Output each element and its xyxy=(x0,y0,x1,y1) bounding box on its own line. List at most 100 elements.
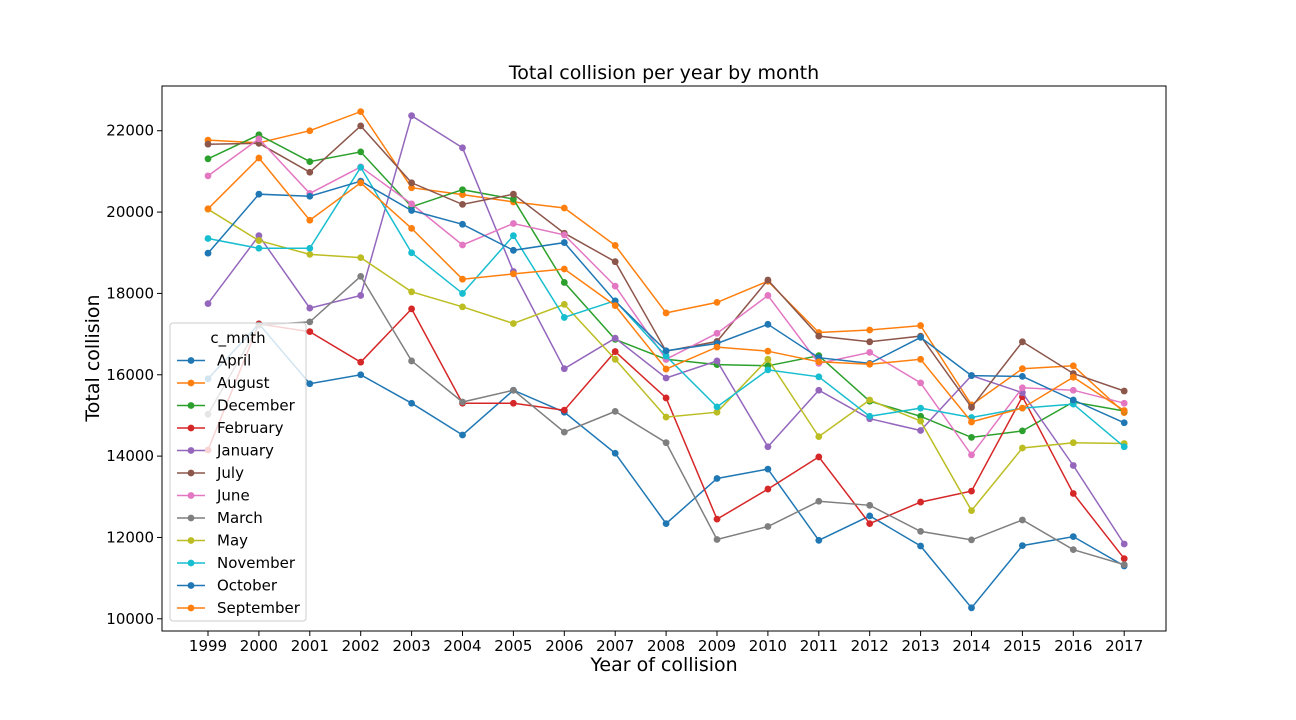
x-tick-label: 2014 xyxy=(952,637,990,655)
legend-entry: April xyxy=(177,352,251,370)
data-point xyxy=(357,122,365,130)
data-point xyxy=(1069,373,1077,381)
data-point xyxy=(713,329,721,337)
data-point xyxy=(917,404,924,412)
legend-swatch-marker xyxy=(187,424,195,432)
data-point xyxy=(764,320,772,328)
data-point xyxy=(866,338,874,346)
data-point xyxy=(815,433,823,440)
data-point xyxy=(611,282,619,290)
x-tick-label: 2013 xyxy=(902,637,940,655)
data-point xyxy=(1019,365,1026,373)
data-point xyxy=(662,413,670,421)
data-point xyxy=(357,292,365,299)
data-point xyxy=(866,326,874,334)
data-point xyxy=(204,172,212,180)
legend-swatch-marker xyxy=(187,492,195,499)
legend-label: November xyxy=(217,554,296,572)
data-point xyxy=(510,220,517,227)
data-point xyxy=(510,399,517,407)
legend-swatch-marker xyxy=(187,469,195,477)
data-point xyxy=(408,357,415,365)
x-tick-label: 2010 xyxy=(749,637,787,655)
data-point xyxy=(1069,462,1077,469)
data-point xyxy=(510,246,517,254)
data-point xyxy=(357,179,365,187)
legend-label: March xyxy=(217,509,263,527)
data-point xyxy=(1120,540,1128,548)
legend-box xyxy=(169,322,307,622)
data-point xyxy=(968,434,975,441)
data-point xyxy=(815,453,823,461)
data-point xyxy=(917,412,924,420)
data-point xyxy=(560,301,568,308)
data-point xyxy=(408,399,415,407)
data-point xyxy=(815,373,823,381)
data-point xyxy=(917,498,924,506)
data-point xyxy=(357,254,365,262)
data-point xyxy=(560,204,568,212)
data-point xyxy=(306,250,314,258)
data-point xyxy=(408,179,415,187)
data-point xyxy=(1069,396,1077,404)
data-point xyxy=(357,358,365,366)
x-tick-label: 2005 xyxy=(494,637,532,655)
data-point xyxy=(1069,546,1077,554)
legend-label: May xyxy=(217,532,248,550)
data-point xyxy=(357,272,365,280)
data-point xyxy=(306,244,314,252)
data-point xyxy=(662,520,670,528)
series-line xyxy=(207,124,1125,409)
x-tick-label: 2004 xyxy=(443,637,481,655)
data-point xyxy=(713,408,721,416)
data-point xyxy=(1019,384,1026,392)
data-point xyxy=(815,536,823,544)
data-point xyxy=(917,355,924,363)
data-point xyxy=(917,542,924,550)
legend-swatch-marker xyxy=(187,379,195,387)
data-point xyxy=(459,241,466,249)
data-point xyxy=(611,302,619,310)
data-point xyxy=(866,396,874,404)
y-tick-label: 20000 xyxy=(106,203,154,221)
data-point xyxy=(1069,490,1077,497)
data-point xyxy=(611,334,619,342)
data-point xyxy=(306,318,314,326)
data-point xyxy=(560,231,568,239)
data-point xyxy=(408,200,415,208)
series-line xyxy=(207,133,1125,439)
x-tick-label: 2001 xyxy=(291,637,329,655)
data-point xyxy=(662,309,670,317)
x-tick-label: 2009 xyxy=(698,637,736,655)
y-tick-label: 16000 xyxy=(106,366,154,384)
data-point xyxy=(459,275,466,283)
data-point xyxy=(662,374,670,382)
series-january xyxy=(204,112,1128,548)
data-point xyxy=(408,207,415,214)
data-point xyxy=(306,304,314,312)
data-point xyxy=(866,360,874,368)
data-point xyxy=(917,333,924,341)
y-tick-label: 10000 xyxy=(106,610,154,628)
y-tick-label: 14000 xyxy=(106,447,154,465)
data-point xyxy=(1120,419,1128,427)
data-point xyxy=(1019,404,1026,412)
data-point xyxy=(560,365,568,373)
data-point xyxy=(968,536,975,544)
data-point xyxy=(1019,427,1026,435)
data-point xyxy=(204,140,212,148)
data-point xyxy=(968,604,975,612)
data-point xyxy=(611,407,619,415)
data-point xyxy=(560,239,568,246)
data-point xyxy=(204,300,212,307)
data-point xyxy=(764,292,772,299)
data-point xyxy=(764,347,772,355)
x-tick-label: 2003 xyxy=(393,637,431,655)
legend-entry: September xyxy=(177,599,301,617)
series-line xyxy=(207,165,1125,448)
data-point xyxy=(815,358,823,366)
data-point xyxy=(815,497,823,505)
series-march xyxy=(204,272,1128,569)
data-point xyxy=(1019,542,1026,549)
data-point xyxy=(408,288,415,296)
